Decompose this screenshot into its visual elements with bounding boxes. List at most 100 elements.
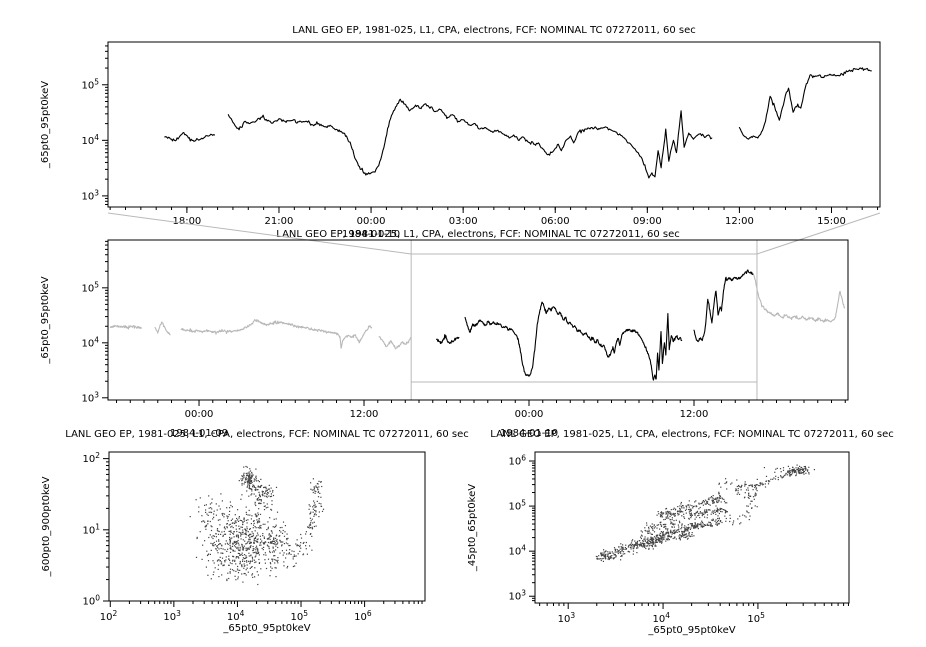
data-point	[625, 548, 627, 550]
data-point	[281, 544, 283, 546]
data-point	[674, 536, 676, 538]
data-point	[740, 522, 742, 524]
x-tick-label: 21:00	[265, 216, 294, 227]
data-point	[787, 470, 789, 472]
x-tick-label: 104	[653, 611, 671, 625]
data-point	[234, 575, 236, 577]
data-point	[638, 543, 640, 545]
data-point	[646, 524, 648, 526]
data-point	[295, 555, 297, 557]
data-point	[275, 524, 277, 526]
data-point	[780, 471, 782, 473]
data-point	[647, 537, 649, 539]
data-point	[289, 544, 291, 547]
data-point	[241, 545, 243, 547]
data-point	[267, 506, 269, 508]
data-point	[650, 539, 652, 541]
data-point	[229, 541, 231, 543]
data-point	[280, 541, 282, 543]
data-point	[673, 529, 675, 532]
data-point	[218, 530, 220, 533]
context-plot-area[interactable]	[107, 239, 849, 401]
data-point	[614, 551, 616, 553]
data-point	[261, 484, 263, 487]
data-point	[712, 518, 714, 520]
data-point	[237, 556, 239, 558]
data-point	[207, 520, 209, 522]
data-point	[702, 500, 704, 502]
data-point	[672, 523, 674, 525]
data-point	[703, 512, 705, 514]
data-point	[747, 487, 749, 489]
data-point	[245, 513, 248, 515]
context-title: LANL GEO EP, 1981-025, L1, CPA, electron…	[276, 229, 679, 240]
data-point	[231, 506, 233, 508]
data-point	[202, 544, 204, 546]
data-point	[250, 488, 252, 490]
data-point	[249, 528, 251, 530]
data-point	[248, 547, 250, 549]
data-point	[211, 543, 214, 545]
data-point	[706, 524, 708, 526]
data-point	[293, 554, 295, 556]
data-point	[315, 514, 317, 516]
data-point	[672, 508, 674, 510]
data-point	[706, 502, 708, 504]
data-point	[748, 492, 750, 494]
data-point	[245, 511, 247, 513]
data-point	[706, 511, 708, 513]
data-point	[747, 489, 749, 491]
data-point	[245, 481, 247, 483]
data-point	[237, 572, 240, 574]
data-point	[780, 476, 782, 478]
data-point	[705, 503, 707, 505]
data-point	[258, 554, 260, 556]
data-point	[256, 515, 258, 517]
data-point	[689, 508, 691, 510]
data-point	[320, 505, 323, 507]
data-point	[252, 527, 254, 529]
data-point	[247, 480, 249, 483]
data-point	[238, 516, 240, 518]
data-point	[795, 474, 797, 476]
data-point	[600, 559, 602, 562]
data-point	[726, 488, 728, 490]
data-point	[310, 524, 312, 526]
data-point	[663, 526, 665, 528]
data-point	[316, 483, 318, 485]
data-point	[640, 542, 642, 544]
data-point	[706, 517, 708, 519]
data-point	[250, 477, 252, 480]
data-point	[799, 465, 801, 467]
data-point	[791, 472, 793, 474]
data-point	[231, 563, 233, 565]
data-point	[239, 528, 241, 530]
data-point	[222, 548, 224, 550]
scatter-left-plot-area[interactable]	[108, 451, 426, 602]
data-point	[805, 469, 807, 471]
data-point	[218, 559, 220, 561]
data-point	[755, 494, 757, 496]
data-point	[645, 542, 648, 544]
data-point	[253, 480, 255, 482]
scatter-right-plot-area[interactable]	[534, 451, 850, 604]
data-point	[269, 490, 271, 492]
data-point	[272, 491, 274, 493]
data-point	[246, 528, 248, 530]
data-point	[313, 486, 315, 488]
data-point	[714, 511, 716, 513]
data-point	[244, 572, 246, 575]
data-point	[273, 538, 275, 540]
data-point	[260, 500, 262, 502]
data-point	[265, 490, 267, 492]
data-point	[689, 528, 691, 530]
data-point	[235, 543, 237, 545]
data-point	[322, 508, 325, 510]
data-point	[246, 547, 248, 549]
data-point	[262, 523, 264, 525]
data-point	[724, 502, 726, 504]
data-point	[250, 554, 252, 556]
data-point	[314, 506, 316, 508]
data-point	[315, 510, 317, 512]
data-point	[650, 538, 652, 540]
